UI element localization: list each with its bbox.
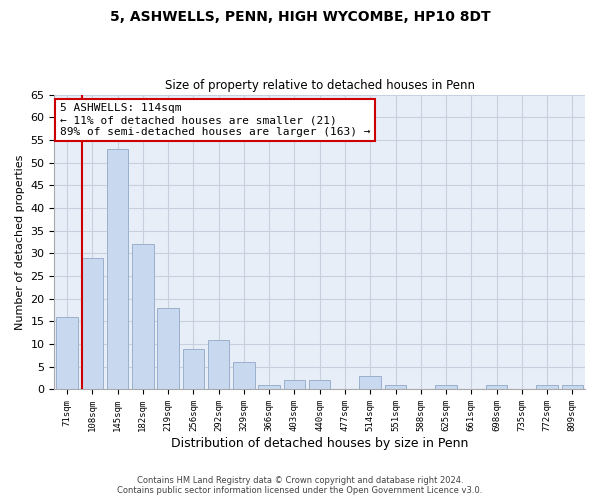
Bar <box>536 385 558 390</box>
Bar <box>82 258 103 390</box>
Bar <box>562 385 583 390</box>
Bar <box>359 376 381 390</box>
Bar <box>486 385 508 390</box>
Bar <box>284 380 305 390</box>
Title: Size of property relative to detached houses in Penn: Size of property relative to detached ho… <box>165 79 475 92</box>
Bar <box>157 308 179 390</box>
Bar <box>107 149 128 390</box>
Bar <box>233 362 254 390</box>
Bar <box>385 385 406 390</box>
Y-axis label: Number of detached properties: Number of detached properties <box>15 154 25 330</box>
Text: 5 ASHWELLS: 114sqm
← 11% of detached houses are smaller (21)
89% of semi-detache: 5 ASHWELLS: 114sqm ← 11% of detached hou… <box>60 104 370 136</box>
Text: Contains HM Land Registry data © Crown copyright and database right 2024.
Contai: Contains HM Land Registry data © Crown c… <box>118 476 482 495</box>
Bar <box>435 385 457 390</box>
Bar <box>309 380 331 390</box>
Bar <box>208 340 229 390</box>
Text: 5, ASHWELLS, PENN, HIGH WYCOMBE, HP10 8DT: 5, ASHWELLS, PENN, HIGH WYCOMBE, HP10 8D… <box>110 10 490 24</box>
Bar <box>259 385 280 390</box>
X-axis label: Distribution of detached houses by size in Penn: Distribution of detached houses by size … <box>171 437 469 450</box>
Bar <box>182 348 204 390</box>
Bar <box>132 244 154 390</box>
Bar <box>56 317 78 390</box>
